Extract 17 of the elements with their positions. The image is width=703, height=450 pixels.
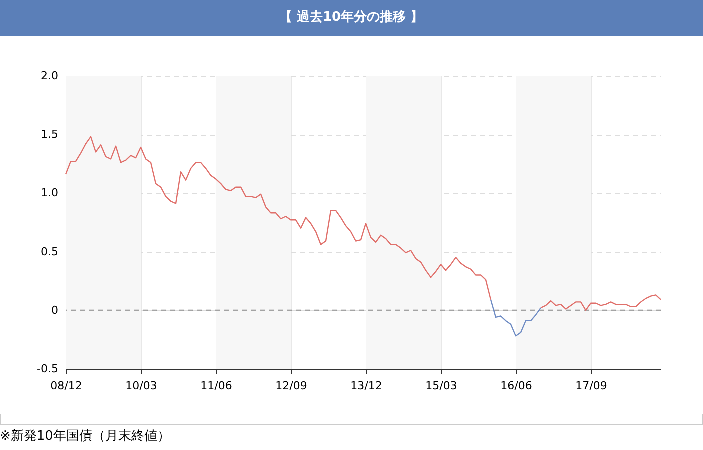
x-tick-label: 08/12 [50,380,82,392]
x-tick-label: 10/03 [126,380,158,392]
x-tick-label: 11/06 [200,380,232,392]
line-series [490,299,542,337]
text: ※新発10年国債（月末終値） [0,428,170,445]
y-tick-label: 2.0 [41,70,58,82]
x-tick-label: 15/03 [426,380,458,392]
y-tick-label: 0.5 [41,245,58,258]
y-tick-label: 1.5 [41,128,58,142]
x-tick-label: 12/09 [276,380,308,392]
chart-title: 【 過去10年分の推移 】 [0,0,703,36]
y-tick-label: -0.5 [37,362,58,376]
x-tick-label: 17/09 [576,380,608,392]
y-tick-label: 0 [52,304,58,317]
y-tick-label: 1.0 [41,186,58,200]
x-tick-label: 16/06 [500,380,532,392]
x-tick-label: 13/12 [350,380,382,392]
